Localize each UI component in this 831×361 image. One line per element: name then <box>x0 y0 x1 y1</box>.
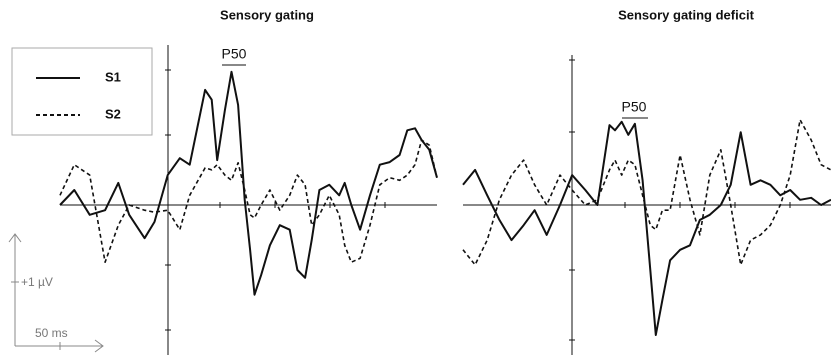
legend-label: S1 <box>105 69 121 84</box>
chart-title: Sensory gating <box>220 7 314 22</box>
peak-label: P50 <box>622 99 647 115</box>
legend-label: S2 <box>105 106 121 121</box>
waveform <box>59 139 438 263</box>
legend-box <box>11 47 153 136</box>
scale-x-label: 50 ms <box>35 326 68 340</box>
waveform <box>462 120 831 336</box>
scale-bar <box>8 233 104 353</box>
chart-title: Sensory gating deficit <box>618 7 754 22</box>
waveform <box>462 119 831 266</box>
scale-y-label: +1 µV <box>21 275 53 289</box>
peak-label: P50 <box>222 46 247 62</box>
waveform <box>59 70 438 296</box>
